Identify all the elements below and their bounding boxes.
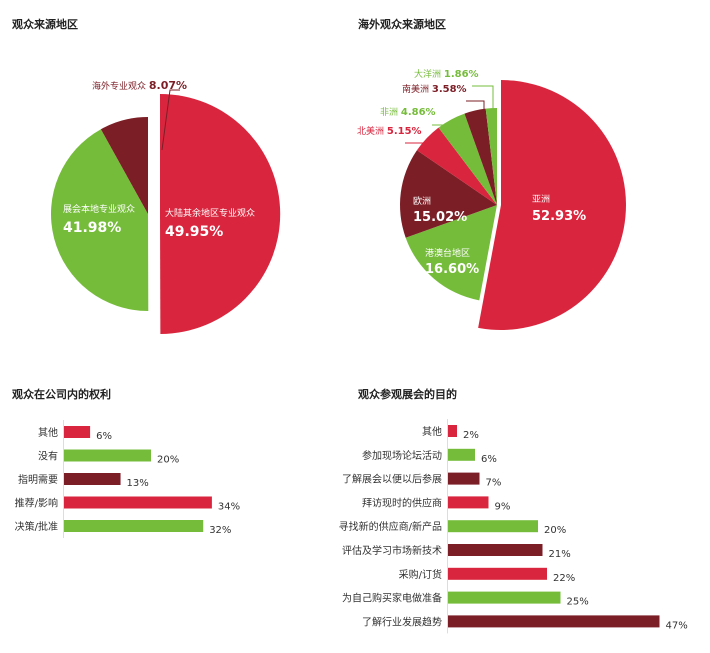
bars-purpose-bar — [448, 496, 489, 509]
pie-overseas-callout-value: 3.58% — [432, 84, 467, 95]
pie-overseas-slice — [464, 108, 497, 205]
pie-origin-callout-value: 8.07% — [149, 79, 187, 92]
bars-purpose-bar — [448, 544, 543, 556]
bars-purpose-value-label: 21% — [549, 549, 571, 560]
pie-overseas-slice-value: 15.02% — [413, 210, 467, 225]
pie-origin-slice-value: 49.95% — [165, 224, 223, 240]
bars-purpose-bar — [448, 591, 561, 604]
bars-rights-value-label: 20% — [157, 455, 179, 466]
pie-origin-slice-label: 展会本地专业观众 — [63, 203, 135, 215]
bars-rights-bar — [64, 449, 151, 462]
bars-rights-bar — [64, 426, 91, 438]
bars-purpose-category-label: 了解展会以便以后参展 — [342, 473, 442, 486]
pie-overseas-title: 海外观众来源地区 — [358, 18, 446, 31]
bars-rights-value-label: 6% — [96, 431, 112, 442]
pie-overseas-slice-value: 16.60% — [425, 262, 479, 277]
pie-overseas-callout-label: 大洋洲 1.86% — [414, 68, 479, 80]
pie-overseas-callout-label: 北美洲 5.15% — [357, 125, 422, 137]
bars-rights-bar — [64, 496, 212, 509]
bars-rights-category-label: 推荐/影响 — [15, 497, 58, 510]
pie-overseas-slice — [438, 113, 497, 205]
pie-overseas-leader-line — [405, 142, 441, 158]
bars-purpose-bar — [448, 567, 547, 580]
bars-purpose-value-label: 20% — [544, 525, 566, 536]
bars-purpose-value-label: 7% — [486, 478, 502, 489]
pie-origin-slice-value: 41.98% — [63, 220, 121, 236]
bars-purpose-bar — [448, 425, 457, 437]
pie-overseas-slice-value: 52.93% — [532, 209, 586, 224]
pie-overseas-slice-label: 港澳台地区 — [425, 247, 470, 259]
bars-rights-value-label: 32% — [209, 525, 231, 536]
pie-origin-slice — [50, 129, 149, 312]
pie-origin-title: 观众来源地区 — [12, 18, 78, 31]
bars-rights-bar — [64, 520, 204, 532]
pie-origin-slice — [160, 93, 281, 335]
pie-overseas-slice-label: 欧洲 — [413, 195, 431, 207]
bars-purpose-bar — [448, 472, 480, 485]
pie-overseas-callout-value: 1.86% — [444, 69, 479, 80]
pie-overseas-slice — [478, 80, 626, 330]
bars-rights-bar — [64, 473, 121, 485]
pie-overseas-callout-label: 南美洲 3.58% — [402, 83, 467, 95]
bars-rights-category-label: 没有 — [38, 450, 58, 463]
pie-overseas-callout-value: 5.15% — [387, 126, 422, 137]
bars-purpose-value-label: 6% — [481, 454, 497, 465]
bars-rights-title: 观众在公司内的权利 — [12, 388, 111, 401]
bars-purpose-bar — [448, 615, 660, 628]
pie-overseas-slice — [416, 127, 497, 205]
bars-purpose-value-label: 25% — [567, 597, 589, 608]
bars-purpose-value-label: 9% — [495, 501, 511, 512]
pie-overseas-leader-line — [466, 100, 485, 150]
pie-overseas-callout-value: 4.86% — [401, 107, 436, 118]
bars-purpose-category-label: 参加现场论坛活动 — [362, 449, 442, 462]
bars-purpose-category-label: 采购/订货 — [399, 568, 442, 581]
pie-origin-callout-label: 海外专业观众 8.07% — [92, 79, 187, 92]
pie-overseas-slice — [485, 107, 497, 205]
bars-rights-category-label: 指明需要 — [18, 473, 58, 486]
bars-purpose-category-label: 了解行业发展趋势 — [362, 615, 442, 628]
pie-overseas-slice-label: 亚洲 — [532, 194, 550, 205]
pie-overseas-leader-line — [432, 124, 463, 151]
pie-overseas-slice — [405, 205, 497, 301]
pie-origin-slice — [100, 117, 148, 214]
bars-purpose-value-label: 22% — [553, 573, 575, 584]
bars-purpose-bar — [448, 520, 538, 533]
bars-purpose-category-label: 寻找新的供应商/新产品 — [339, 520, 442, 533]
bars-purpose-category-label: 为自己购买家电做准备 — [342, 592, 442, 605]
bars-purpose-value-label: 2% — [463, 430, 479, 441]
pie-origin-slice-label: 大陆其余地区专业观众 — [165, 207, 255, 219]
bars-rights-value-label: 13% — [127, 478, 149, 489]
bars-purpose-category-label: 评估及学习市场新技术 — [342, 544, 442, 557]
bars-purpose-bar — [448, 448, 475, 461]
bars-rights-value-label: 34% — [218, 502, 240, 513]
pie-overseas-leader-line — [472, 85, 494, 145]
pie-origin-leader-line — [161, 89, 180, 151]
bars-purpose-category-label: 拜访现时的供应商 — [362, 496, 442, 509]
bars-rights-category-label: 其他 — [38, 426, 58, 439]
bars-purpose-title: 观众参观展会的目的 — [358, 388, 457, 401]
bars-purpose-value-label: 47% — [666, 620, 688, 631]
bars-rights-category-label: 决策/批准 — [15, 520, 58, 533]
pie-overseas-callout-label: 非洲 4.86% — [380, 106, 436, 118]
pie-overseas-slice — [399, 150, 497, 238]
bars-purpose-category-label: 其他 — [422, 425, 442, 438]
